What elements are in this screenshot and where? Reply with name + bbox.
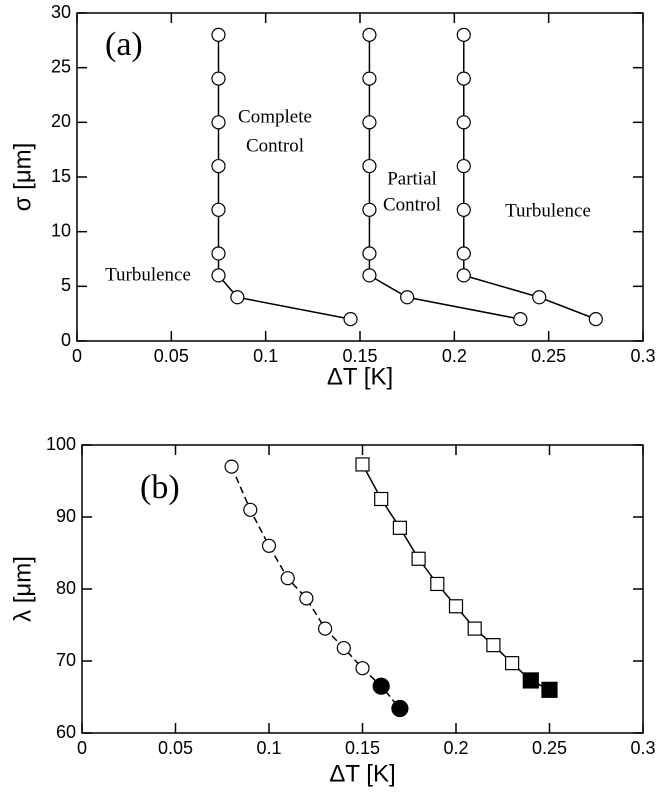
x-tick-label: 0 (77, 738, 87, 758)
data-point (374, 491, 389, 507)
y-tick-label: 100 (46, 434, 76, 454)
x-axis-label: ΔT [K] (327, 363, 393, 390)
y-axis-label: λ [μm] (9, 556, 36, 622)
y-tick-label: 30 (51, 2, 71, 22)
data-point (522, 672, 539, 689)
data-point (336, 640, 351, 656)
x-tick-label: 0.05 (158, 738, 193, 758)
data-point (362, 202, 377, 217)
y-tick-label: 10 (51, 220, 71, 240)
y-tick-label: 15 (51, 166, 71, 186)
data-point (392, 520, 407, 535)
data-point (355, 457, 370, 472)
data-point (211, 71, 226, 86)
data-point (456, 268, 471, 283)
data-point (280, 571, 295, 586)
x-tick-label: 0.15 (342, 346, 377, 366)
x-tick-label: 0.15 (345, 738, 380, 758)
y-tick-label: 20 (51, 111, 71, 131)
data-point (372, 677, 390, 695)
data-point (448, 599, 464, 614)
data-point (505, 656, 520, 671)
annotation: Turbulence (105, 264, 191, 285)
data-point (211, 202, 226, 217)
y-axis-label: σ [μm] (9, 143, 36, 212)
y-tick-label: 90 (56, 506, 76, 526)
data-point (456, 246, 471, 261)
data-point (456, 71, 471, 86)
annotation: Control (246, 135, 304, 156)
data-point (362, 268, 377, 283)
data-point (211, 27, 226, 42)
data-point (362, 246, 377, 261)
x-tick-label: 0.2 (443, 738, 468, 758)
data-point (362, 158, 377, 174)
data-point (243, 502, 258, 517)
panel-label: (a) (105, 26, 143, 63)
data-point (486, 638, 501, 653)
x-tick-label: 0.3 (630, 738, 655, 758)
y-tick-label: 0 (61, 330, 71, 350)
data-point (541, 681, 558, 698)
data-point (343, 312, 358, 327)
data-point (456, 202, 471, 217)
x-tick-label: 0.2 (442, 346, 467, 366)
x-tick-label: 0 (72, 346, 82, 366)
y-tick-label: 80 (56, 578, 76, 598)
data-point (211, 246, 226, 261)
series-line (230, 466, 401, 710)
data-point (362, 27, 377, 42)
data-point (299, 591, 314, 606)
annotation: Partial (387, 168, 437, 189)
data-point (456, 158, 471, 174)
x-tick-label: 0.3 (630, 346, 655, 366)
x-tick-label: 0.05 (154, 346, 189, 366)
x-tick-label: 0.1 (253, 346, 278, 366)
x-tick-label: 0.25 (532, 738, 567, 758)
data-point (261, 538, 277, 553)
y-tick-label: 25 (51, 56, 71, 76)
data-point (211, 268, 226, 283)
series-line (361, 464, 550, 691)
x-tick-label: 0.1 (256, 738, 281, 758)
y-tick-label: 70 (56, 650, 76, 670)
data-point (362, 115, 377, 130)
x-axis-label: ΔT [K] (329, 760, 395, 787)
data-point (430, 576, 445, 592)
data-point (532, 290, 547, 305)
data-point (391, 699, 409, 718)
annotation: Control (383, 194, 441, 215)
annotation: Turbulence (505, 200, 591, 221)
panel-label: (b) (140, 469, 180, 506)
data-point (588, 312, 603, 327)
data-point (456, 115, 471, 130)
data-point (318, 621, 333, 636)
data-point (224, 459, 239, 474)
y-tick-label: 60 (56, 722, 76, 742)
data-point (211, 158, 226, 174)
data-point (211, 115, 226, 130)
series-line (463, 34, 597, 320)
series-line (217, 34, 351, 320)
annotation: Complete (238, 106, 312, 127)
data-point (230, 290, 245, 305)
data-point (513, 312, 528, 327)
x-tick-label: 0.25 (531, 346, 566, 366)
data-point (400, 290, 415, 305)
y-tick-label: 5 (61, 275, 71, 295)
data-point (456, 27, 471, 42)
plot-frame (76, 12, 644, 342)
data-point (355, 661, 370, 676)
data-point (362, 71, 377, 86)
data-point (411, 551, 426, 566)
data-point (467, 621, 482, 636)
